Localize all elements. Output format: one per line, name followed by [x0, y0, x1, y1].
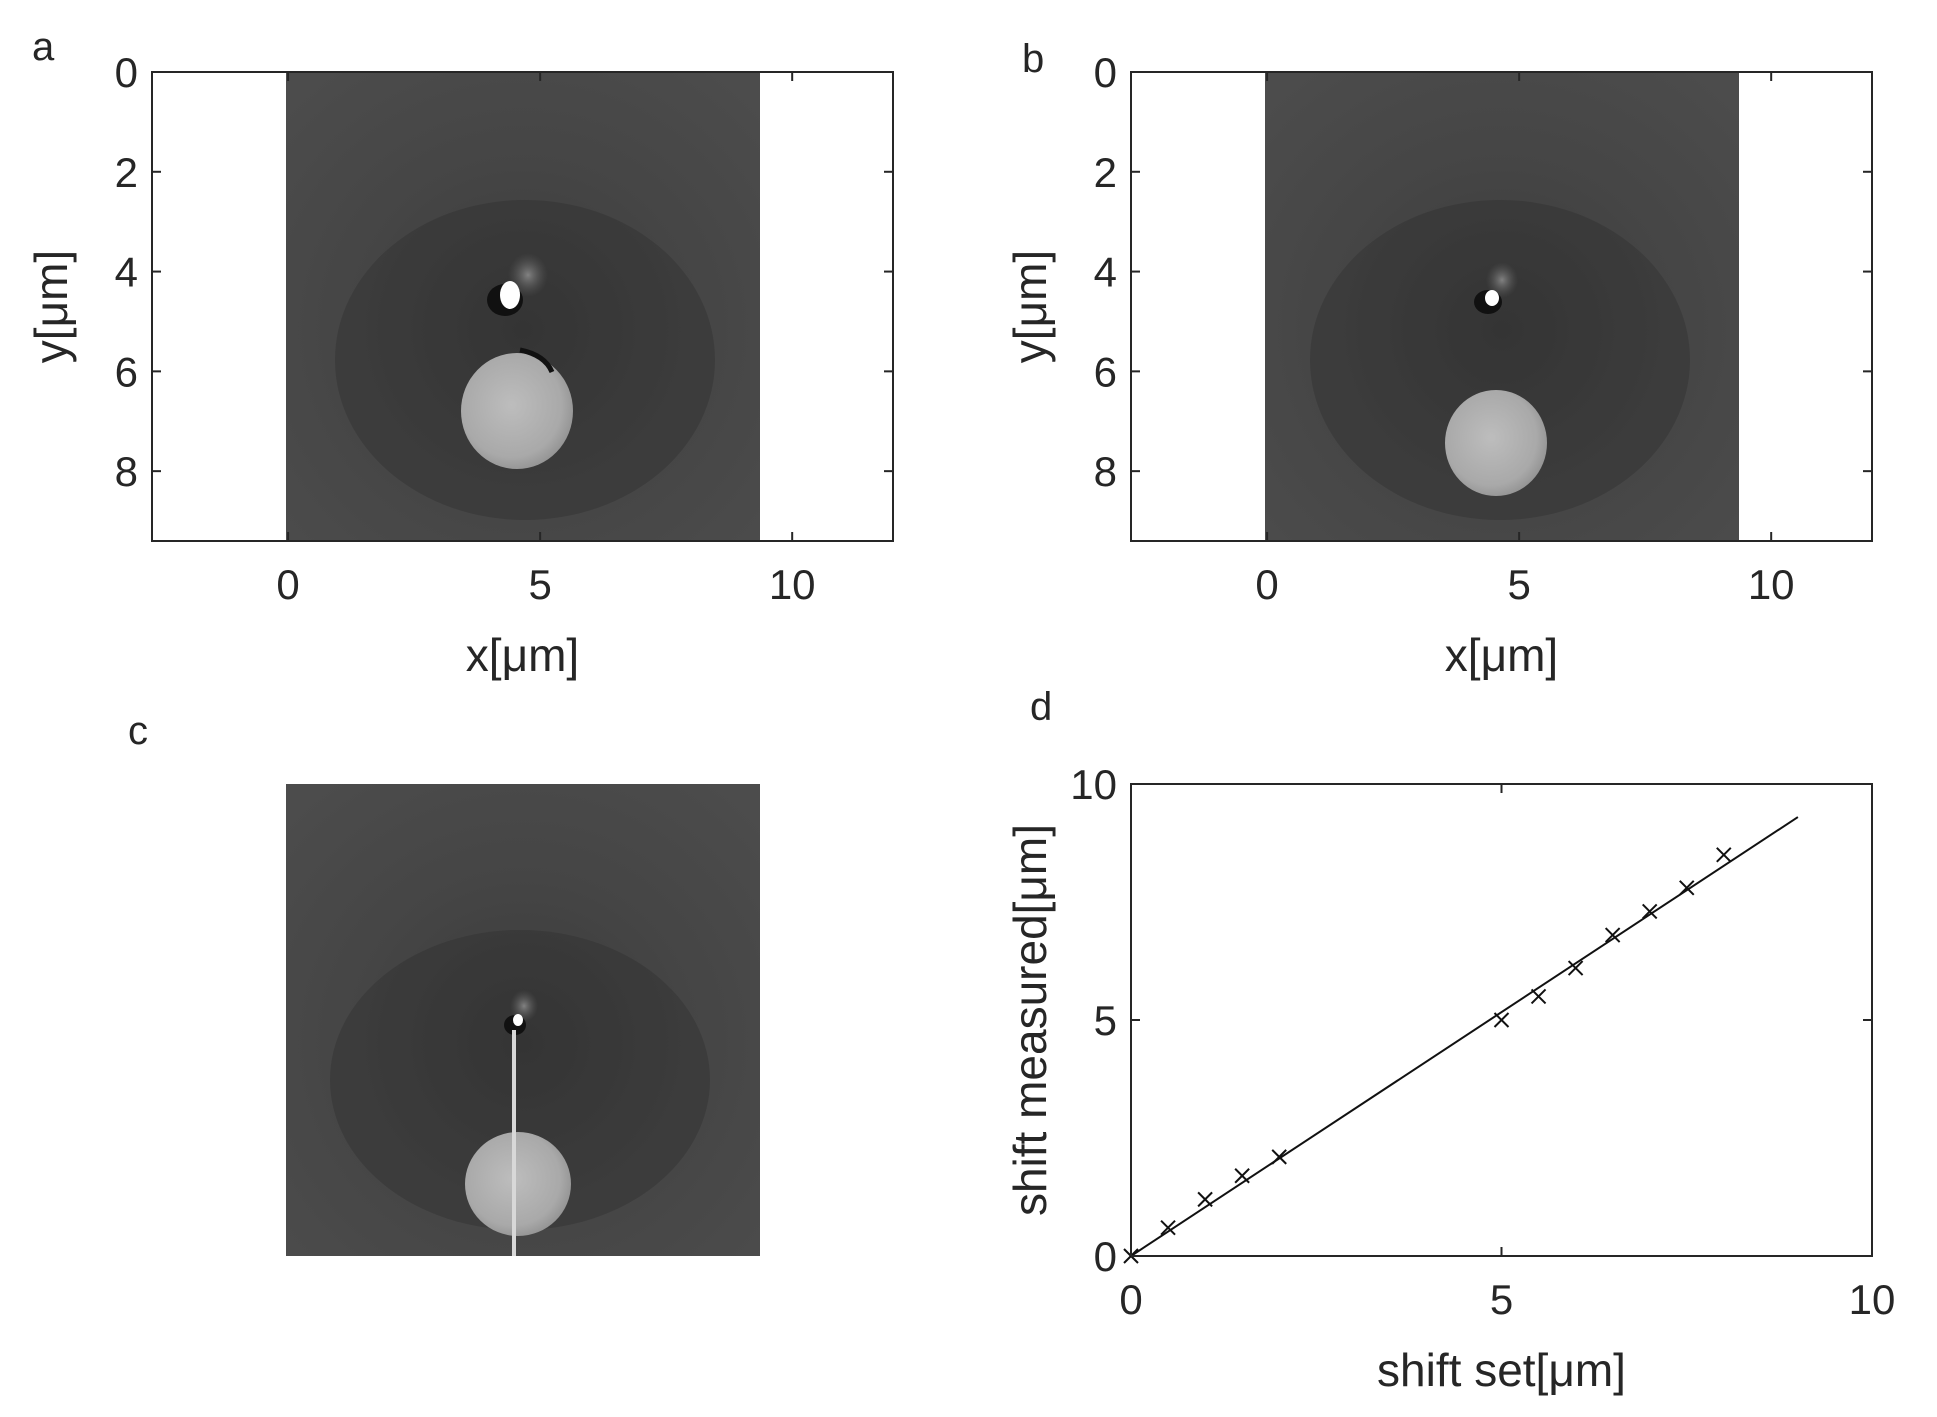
- panel-b-ytick-label: 8: [1094, 448, 1117, 495]
- panel-d-marker: [1197, 1191, 1213, 1208]
- panel-letter-b: b: [1022, 37, 1044, 81]
- panel-c-tip-light: [510, 990, 538, 1022]
- panel-b: b: [1022, 37, 1873, 542]
- panel-b-xtick-label: 0: [1255, 561, 1278, 608]
- panel-letter-c: c: [128, 709, 148, 753]
- panel-a-ylabel: y[μm]: [25, 250, 77, 363]
- panel-d-ylabel: shift measured[μm]: [1004, 824, 1056, 1216]
- panel-a-bead: [461, 353, 573, 469]
- panel-d-marker: [1493, 1012, 1510, 1028]
- panel-d-xtick-label: 5: [1490, 1276, 1513, 1323]
- panel-b-bead: [1445, 390, 1547, 496]
- panel-b-xlabel: x[μm]: [1445, 629, 1558, 681]
- panel-a-ytick-label: 0: [115, 49, 138, 96]
- panel-d-marker: [1567, 960, 1584, 976]
- panel-a-xtick-label: 10: [769, 561, 816, 608]
- panel-d-marker: [1716, 847, 1732, 863]
- panel-b-ytick-label: 2: [1094, 149, 1117, 196]
- panel-d-marker: [1271, 1149, 1287, 1165]
- panel-c-dark-halo: [330, 930, 710, 1230]
- panel-b-tip-light: [1486, 262, 1518, 298]
- panel-letter-a: a: [32, 25, 55, 69]
- panel-d-marker: [1530, 988, 1547, 1005]
- panel-d-xlabel: shift set[μm]: [1377, 1344, 1626, 1396]
- panel-a-tip-light: [508, 253, 548, 297]
- panel-a-ytick-label: 4: [115, 249, 138, 296]
- panel-c: c: [128, 709, 760, 1256]
- panel-b-ytick-label: 6: [1094, 348, 1117, 395]
- panel-d-fit-line-group: [1130, 816, 1799, 1257]
- panel-d-xtick-label: 10: [1849, 1276, 1896, 1323]
- panel-a-xlabel: x[μm]: [466, 629, 579, 681]
- panel-b-xtick-label: 5: [1507, 561, 1530, 608]
- panel-a-xtick-label: 0: [276, 561, 299, 608]
- panel-d-ytick-label: 5: [1094, 997, 1117, 1044]
- panel-b-axes: [1130, 71, 1873, 542]
- tick-marks: [152, 71, 1873, 1257]
- panel-d-fit-line: [1130, 816, 1799, 1257]
- panel-b-tip-white: [1485, 290, 1499, 306]
- panel-d-marker: [1234, 1168, 1250, 1184]
- panel-d-marker: [1604, 927, 1621, 943]
- panel-b-xtick-label: 10: [1748, 561, 1795, 608]
- panel-d-ytick-label: 0: [1094, 1233, 1117, 1280]
- panel-a-bead-edge: [519, 347, 555, 374]
- panel-c-bead: [465, 1132, 571, 1236]
- panel-a-axes: [151, 71, 894, 542]
- panel-a: a: [32, 25, 894, 542]
- panel-d-marker: [1641, 903, 1658, 920]
- panel-d-marker: [1160, 1219, 1176, 1236]
- panel-a-ytick-label: 2: [115, 149, 138, 196]
- panel-a-ytick-label: 8: [115, 448, 138, 495]
- panel-b-ytick-label: 0: [1094, 49, 1117, 96]
- panel-d: d: [1030, 685, 1873, 1264]
- panel-a-tip-white: [500, 281, 520, 309]
- panel-d-ytick-label: 10: [1070, 761, 1117, 808]
- panel-d-xtick-label: 0: [1119, 1276, 1142, 1323]
- panel-b-ylabel: y[μm]: [1004, 250, 1056, 363]
- panel-c-tip-white: [513, 1014, 523, 1026]
- panel-a-ytick-label: 6: [115, 348, 138, 395]
- panel-letter-d: d: [1030, 685, 1052, 729]
- axis-text: 0 5 10 0 2 4 6 8 x[μm] y[μm] 0 5 10 0 2 4 6 8 x[μm] y[μm] 0 5…: [25, 49, 1895, 1396]
- panel-b-dark-halo: [1310, 200, 1690, 520]
- panel-b-ytick-label: 4: [1094, 249, 1117, 296]
- panel-d-marker: [1679, 880, 1695, 896]
- panel-a-xtick-label: 5: [528, 561, 551, 608]
